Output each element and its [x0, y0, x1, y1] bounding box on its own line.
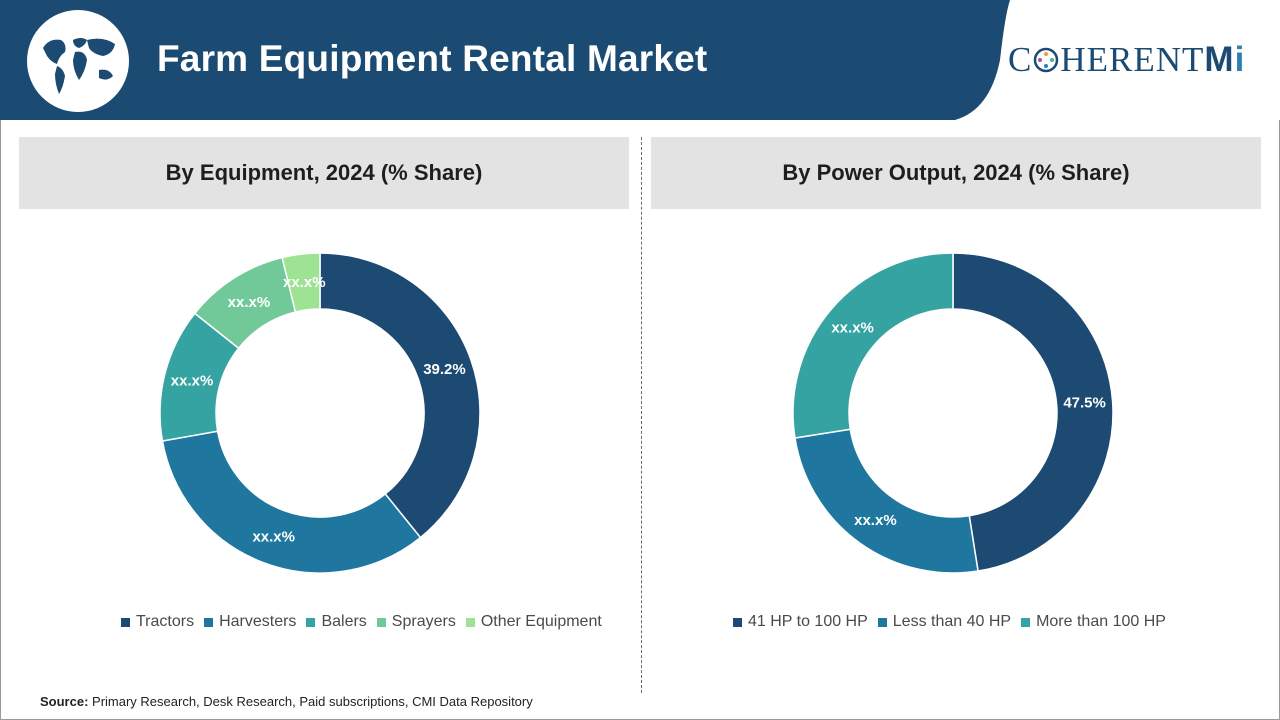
legend-swatch [204, 617, 214, 627]
data-label-less-than-40-hp: xx.x% [854, 512, 897, 529]
data-label-balers: xx.x% [171, 373, 214, 390]
legend-item-tractors: Tractors [121, 613, 194, 631]
brand-prefix: C [1008, 40, 1033, 79]
source-label: Source: [40, 694, 89, 709]
chart-title-power-output: By Power Output, 2024 (% Share) [651, 137, 1261, 209]
legend-label: Sprayers [391, 613, 456, 630]
legend-swatch [306, 617, 316, 627]
donut-slice-41-hp-to-100-hp [952, 252, 1114, 572]
legend-item-harvesters: Harvesters [204, 613, 296, 631]
legend-swatch [465, 617, 475, 627]
source-note: Source: Primary Research, Desk Research,… [40, 694, 533, 709]
panel-divider [641, 137, 642, 693]
page-title: Farm Equipment Rental Market [157, 38, 708, 79]
brand-logo: C HERENTMi [1008, 40, 1245, 80]
data-label-harvesters: xx.x% [252, 529, 295, 546]
donut-slice-more-than-100-hp [792, 252, 954, 439]
legend-equipment: Tractors Harvesters Balers Sprayers Other Eq… [121, 612, 602, 632]
legend-label: Balers [321, 613, 367, 630]
header-logo-panel [955, 0, 1280, 120]
chart-title-equipment: By Equipment, 2024 (% Share) [19, 137, 629, 209]
globe-icon [27, 10, 129, 112]
data-label-41-hp-to-100-hp: 47.5% [1063, 395, 1106, 412]
legend-power-output: 41 HP to 100 HP Less than 40 HP More than … [733, 612, 1166, 632]
data-label-sprayers: xx.x% [228, 294, 271, 311]
legend-label: More than 100 HP [1036, 613, 1166, 630]
donut-slice-harvesters [161, 430, 422, 574]
legend-label: Other Equipment [480, 613, 602, 630]
brand-i: i [1234, 40, 1246, 79]
legend-item-other-equipment: Other Equipment [465, 613, 602, 631]
legend-item-less-than-40-hp: Less than 40 HP [877, 613, 1012, 631]
legend-label: Less than 40 HP [892, 613, 1012, 630]
legend-label: Harvesters [219, 613, 297, 630]
legend-item-more-than-100-hp: More than 100 HP [1021, 613, 1166, 631]
legend-item-41-hp-to-100-hp: 41 HP to 100 HP [733, 613, 868, 631]
data-label-more-than-100-hp: xx.x% [831, 319, 874, 336]
legend-item-balers: Balers [306, 613, 367, 631]
donut-slice-other-equipment [281, 252, 321, 313]
header-banner: Farm Equipment Rental Market C HERENTMi [0, 0, 1280, 120]
brand-o-icon [1032, 40, 1060, 79]
brand-m: M [1204, 40, 1235, 79]
data-label-tractors: 39.2% [423, 361, 466, 378]
legend-swatch [733, 617, 742, 627]
brand-rest: HERENT [1060, 40, 1205, 79]
source-text: Primary Research, Desk Research, Paid su… [92, 694, 533, 709]
legend-label: Tractors [136, 613, 195, 630]
legend-swatch [376, 617, 386, 627]
donut-slice-tractors [319, 252, 481, 539]
legend-swatch [121, 617, 130, 627]
legend-swatch [1021, 617, 1031, 627]
legend-label: 41 HP to 100 HP [748, 613, 868, 630]
data-label-other-equipment: xx.x% [283, 274, 326, 291]
legend-swatch [877, 617, 887, 627]
donut-slice-less-than-40-hp [794, 428, 979, 574]
legend-item-sprayers: Sprayers [376, 613, 456, 631]
